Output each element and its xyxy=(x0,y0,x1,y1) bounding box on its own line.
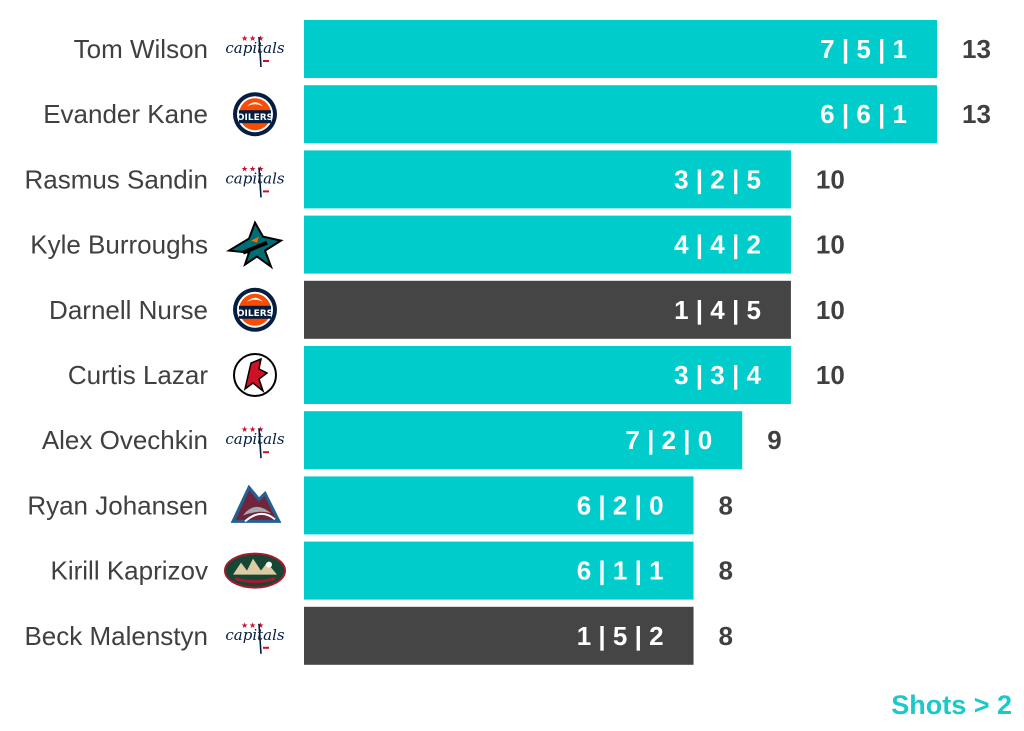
player-name: Rasmus Sandin xyxy=(24,164,208,194)
svg-text:capitals: capitals xyxy=(225,169,285,187)
bar-total-label: 8 xyxy=(719,556,733,586)
bar-breakdown-label: 4 | 4 | 2 xyxy=(674,230,761,260)
bar-row: Kyle Burroughs 4 | 4 | 2 10 xyxy=(30,215,845,274)
player-name: Beck Malenstyn xyxy=(24,621,208,651)
svg-text:capitals: capitals xyxy=(225,39,285,57)
bar-breakdown-label: 7 | 2 | 0 xyxy=(625,425,712,455)
bar-row: Rasmus Sandin ★ ★ ★capitals 3 | 2 | 5 10 xyxy=(24,150,845,209)
bar-total-label: 10 xyxy=(816,360,845,390)
bar xyxy=(304,280,791,339)
bar xyxy=(304,541,694,600)
player-name: Alex Ovechkin xyxy=(42,425,208,455)
avalanche-logo-icon xyxy=(230,484,282,523)
bar-total-label: 13 xyxy=(962,34,991,64)
oilers-logo-icon: OILERS xyxy=(233,92,277,137)
bar xyxy=(304,346,791,404)
capitals-logo-icon: ★ ★ ★capitals xyxy=(225,621,285,654)
capitals-logo-icon: ★ ★ ★capitals xyxy=(225,164,285,198)
bar-row: Evander Kane OILERS 6 | 6 | 1 13 xyxy=(43,85,991,144)
svg-text:★: ★ xyxy=(257,164,264,173)
svg-text:OILERS: OILERS xyxy=(237,309,273,319)
capitals-logo-icon: ★ ★ ★capitals xyxy=(225,425,285,459)
bar-total-label: 8 xyxy=(719,621,733,651)
bar xyxy=(304,85,937,144)
svg-text:capitals: capitals xyxy=(225,626,285,644)
player-name: Kyle Burroughs xyxy=(30,230,208,260)
bar-breakdown-label: 3 | 2 | 5 xyxy=(674,164,761,194)
bar xyxy=(304,150,791,209)
svg-text:capitals: capitals xyxy=(225,430,285,448)
player-name: Kirill Kaprizov xyxy=(51,556,209,586)
svg-text:★: ★ xyxy=(249,621,256,630)
bar xyxy=(304,215,791,274)
player-name: Tom Wilson xyxy=(74,34,208,64)
bar-total-label: 10 xyxy=(816,230,845,260)
svg-text:OILERS: OILERS xyxy=(237,113,273,123)
bar-total-label: 10 xyxy=(816,295,845,325)
bar-total-label: 13 xyxy=(962,99,991,129)
bar-total-label: 8 xyxy=(719,490,733,520)
bar xyxy=(304,606,694,665)
shots-bar-chart: Tom Wilson ★ ★ ★capitals 7 | 5 | 1 13Evander … xyxy=(24,20,991,665)
bar-total-label: 9 xyxy=(767,425,781,455)
player-name: Ryan Johansen xyxy=(27,490,208,520)
capitals-logo-icon: ★ ★ ★capitals xyxy=(225,34,285,68)
bar-breakdown-label: 6 | 2 | 0 xyxy=(577,490,664,520)
svg-text:★: ★ xyxy=(249,34,256,43)
bar-breakdown-label: 1 | 5 | 2 xyxy=(577,621,664,651)
bar-row: Darnell Nurse OILERS 1 | 4 | 5 10 xyxy=(49,280,845,339)
svg-text:★: ★ xyxy=(257,425,264,434)
svg-text:★: ★ xyxy=(257,34,264,43)
legend-note: Shots > 2 xyxy=(891,690,1012,720)
oilers-logo-icon: OILERS xyxy=(233,287,277,332)
bar-breakdown-label: 6 | 6 | 1 xyxy=(820,99,907,129)
svg-text:★: ★ xyxy=(241,164,248,173)
svg-text:★: ★ xyxy=(249,164,256,173)
bar xyxy=(304,20,937,78)
bar-breakdown-label: 1 | 4 | 5 xyxy=(674,295,761,325)
bar-row: Curtis Lazar 3 | 3 | 4 10 xyxy=(68,346,845,404)
bar-row: Ryan Johansen 6 | 2 | 0 8 xyxy=(27,476,733,535)
bar-row: Tom Wilson ★ ★ ★capitals 7 | 5 | 1 13 xyxy=(74,20,991,78)
svg-text:★: ★ xyxy=(241,621,248,630)
bar-row: Kirill Kaprizov 6 | 1 | 1 8 xyxy=(51,541,733,600)
sharks-logo-icon xyxy=(225,220,284,270)
player-name: Evander Kane xyxy=(43,99,208,129)
bar-breakdown-label: 6 | 1 | 1 xyxy=(577,556,664,586)
bar-breakdown-label: 7 | 5 | 1 xyxy=(820,34,907,64)
bar xyxy=(304,476,694,535)
bar-breakdown-label: 3 | 3 | 4 xyxy=(674,360,761,390)
devils-logo-icon xyxy=(233,353,277,397)
svg-text:★: ★ xyxy=(241,34,248,43)
player-name: Darnell Nurse xyxy=(49,295,208,325)
bar-total-label: 10 xyxy=(816,164,845,194)
wild-logo-icon xyxy=(224,552,286,589)
svg-text:★: ★ xyxy=(257,621,264,630)
player-name: Curtis Lazar xyxy=(68,360,208,390)
bar xyxy=(304,411,743,470)
svg-text:★: ★ xyxy=(249,425,256,434)
svg-text:★: ★ xyxy=(241,425,248,434)
